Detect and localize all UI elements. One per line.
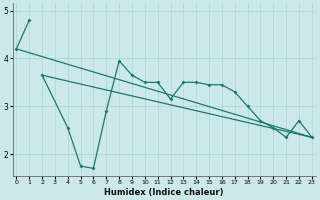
X-axis label: Humidex (Indice chaleur): Humidex (Indice chaleur) bbox=[104, 188, 224, 197]
